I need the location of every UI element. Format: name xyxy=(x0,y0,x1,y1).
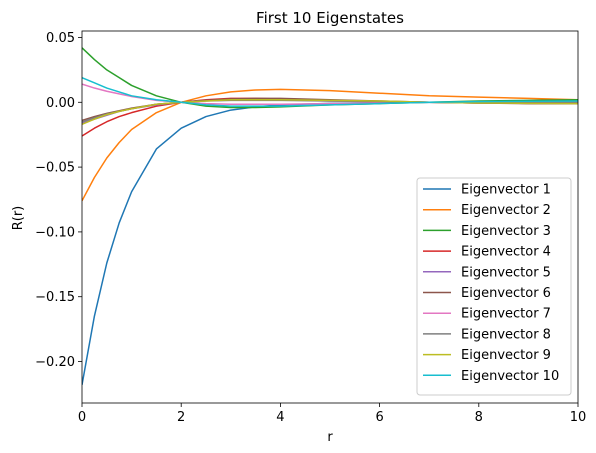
x-axis-label: r xyxy=(327,430,333,445)
series-line-2 xyxy=(82,88,578,202)
y-tick-label: −0.20 xyxy=(35,355,75,370)
y-tick-label: −0.05 xyxy=(35,161,75,176)
legend-label-10: Eigenvector 10 xyxy=(461,369,559,384)
legend-label-2: Eigenvector 2 xyxy=(461,203,551,218)
legend-label-9: Eigenvector 9 xyxy=(461,348,551,363)
x-tick-label: 0 xyxy=(78,410,86,425)
y-tick-label: −0.10 xyxy=(35,225,75,240)
x-tick-label: 2 xyxy=(177,410,185,425)
legend-label-3: Eigenvector 3 xyxy=(461,224,551,239)
legend-label-7: Eigenvector 7 xyxy=(461,307,551,322)
y-axis-label: R(r) xyxy=(11,206,26,231)
x-tick-label: 8 xyxy=(475,410,483,425)
legend-label-4: Eigenvector 4 xyxy=(461,245,551,260)
legend-label-5: Eigenvector 5 xyxy=(461,265,551,280)
legend-label-8: Eigenvector 8 xyxy=(461,327,551,342)
axes-frame xyxy=(81,30,579,404)
x-tick-label: 6 xyxy=(375,410,383,425)
legend-label-1: Eigenvector 1 xyxy=(461,183,551,198)
legend-label-6: Eigenvector 6 xyxy=(461,286,551,301)
x-tick-label: 4 xyxy=(276,410,284,425)
y-tick-label: 0.00 xyxy=(46,96,75,111)
chart-title: First 10 Eigenstates xyxy=(256,9,404,27)
series-line-3 xyxy=(82,47,578,109)
axes: 0 2 4 6 8 10 −0.20 −0.15 −0.10 −0.05 0.00 0.05 xyxy=(35,30,587,425)
plot-area xyxy=(82,47,578,385)
x-tick-label: 10 xyxy=(570,410,587,425)
legend-box xyxy=(416,177,572,396)
y-tick-label: 0.05 xyxy=(46,31,75,46)
series-line-10 xyxy=(82,76,578,107)
y-tick-label: −0.15 xyxy=(35,290,75,305)
legend: Eigenvector 1 Eigenvector 2 Eigenvector 3 E… xyxy=(416,177,572,396)
